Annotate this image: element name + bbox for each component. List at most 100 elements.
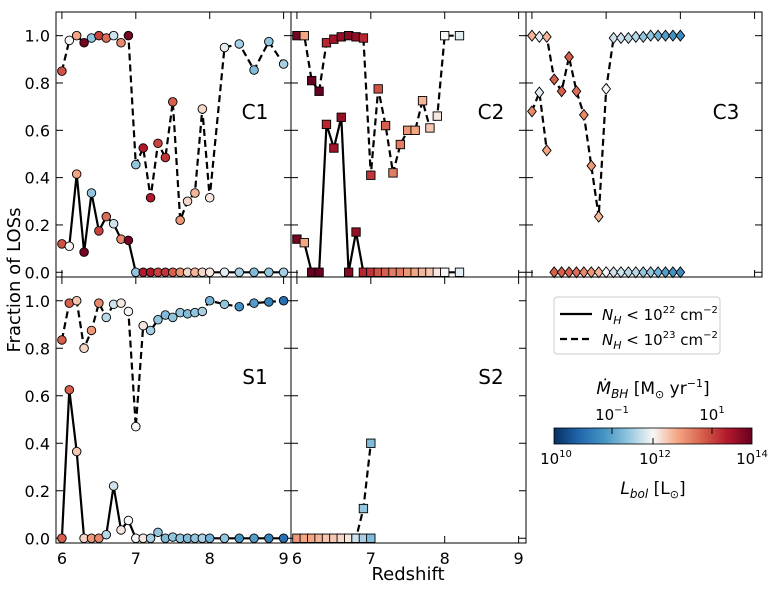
data-point (108, 481, 119, 491)
data-point (321, 119, 332, 130)
data-point (168, 97, 178, 107)
data-point (440, 31, 450, 41)
colorbar-top-label: ṀBH [M⊙ yr−1] (596, 377, 709, 401)
data-point (299, 238, 309, 248)
colorbar-bottom-label: Lbol [L⊙] (620, 479, 685, 501)
data-point (351, 227, 361, 237)
data-point (71, 169, 82, 179)
data-point (145, 533, 156, 544)
data-point (358, 33, 369, 43)
data-point (278, 533, 289, 544)
data-point (219, 267, 230, 278)
data-point (204, 296, 215, 306)
data-point (249, 267, 259, 278)
data-point (264, 36, 274, 47)
panel-s2: 6 7 8 9 S2 (290, 276, 527, 568)
data-point (336, 112, 346, 122)
data-point (204, 192, 215, 203)
panel-frame (525, 11, 763, 278)
data-point (131, 421, 141, 432)
panel-label: C1 (242, 100, 269, 124)
data-point (638, 30, 649, 43)
data-point (534, 30, 545, 43)
series-line-dashed (296, 34, 460, 176)
y-tick-label: 0.6 (25, 387, 50, 406)
data-point (234, 301, 245, 312)
data-point (116, 298, 126, 308)
series-line-dashed (530, 91, 548, 151)
data-point (64, 241, 75, 251)
data-point (204, 533, 215, 544)
data-point (395, 139, 406, 150)
data-point (660, 29, 671, 42)
data-point (616, 266, 626, 279)
panel-label: C2 (478, 100, 505, 124)
data-point (358, 503, 369, 514)
y-tick-label: 0.2 (25, 482, 50, 501)
x-tick-label: 6 (292, 549, 302, 568)
data-point (116, 525, 126, 535)
panel-frame (290, 276, 527, 544)
data-point (57, 335, 67, 345)
data-point (366, 438, 376, 448)
x-tick-label: 9 (279, 549, 289, 568)
data-point (123, 306, 134, 317)
data-point (343, 267, 354, 277)
data-point (219, 42, 230, 53)
data-point (79, 343, 89, 354)
x-tick-label: 6 (57, 549, 67, 568)
colorbar-top-tick-label: 101 (699, 405, 724, 424)
series-line-dashed (531, 34, 681, 217)
data-point (101, 312, 112, 323)
data-point (249, 65, 259, 75)
data-point (299, 31, 309, 41)
data-point (593, 266, 604, 279)
data-point (101, 211, 112, 222)
data-point (219, 533, 230, 544)
data-point (131, 159, 141, 170)
data-point (153, 315, 163, 325)
data-point (329, 143, 339, 153)
data-point (153, 527, 163, 538)
data-point (675, 266, 686, 279)
data-point (608, 31, 619, 45)
data-point (586, 266, 597, 279)
data-point (454, 31, 465, 41)
data-point (645, 266, 656, 279)
data-point (123, 235, 134, 246)
y-tick-label: 1.0 (25, 292, 50, 311)
data-point (380, 120, 391, 131)
data-point (219, 299, 230, 310)
series-line-solid (61, 173, 284, 274)
data-point (578, 266, 589, 279)
data-point (601, 82, 612, 96)
data-point (549, 266, 560, 279)
data-point (204, 267, 215, 278)
data-point (675, 29, 686, 42)
y-tick-label: 0.0 (25, 529, 50, 548)
panel-label: C3 (713, 100, 740, 124)
y-tick-label: 0.4 (25, 169, 50, 188)
x-tick-label: 9 (514, 549, 524, 568)
data-point (138, 143, 148, 153)
data-point (564, 266, 574, 279)
data-point (653, 266, 663, 279)
data-point (601, 266, 612, 279)
data-point (249, 298, 259, 308)
panel-c2: C2 (290, 11, 527, 278)
data-point (388, 168, 398, 178)
colorbar: ṀBH [M⊙ yr−1] 10−1 101 1010 1012 1014 Lb… (540, 377, 768, 501)
legend-solid-label: NH < 1022 cm−2 (602, 305, 718, 327)
y-axis-label: Fraction of LOSs (4, 207, 25, 352)
data-point (123, 30, 134, 41)
data-point (593, 210, 604, 223)
legend-frame (553, 296, 721, 355)
data-point (623, 31, 634, 45)
series-line-solid (60, 389, 284, 540)
data-point (425, 123, 435, 133)
data-point (278, 296, 289, 306)
x-axis-label: Redshift (371, 564, 444, 585)
data-point (79, 247, 89, 257)
data-point (653, 29, 663, 42)
